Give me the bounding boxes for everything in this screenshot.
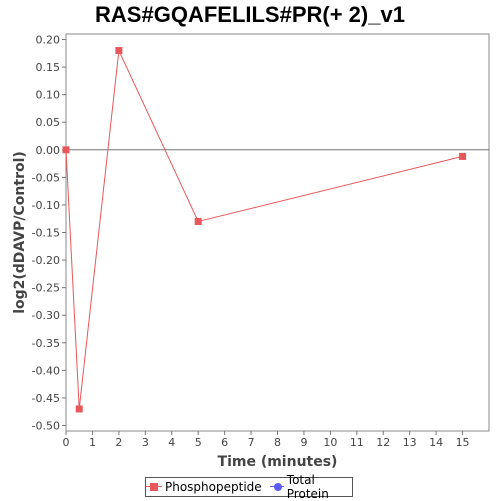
legend-item-total-protein: Total Protein <box>269 473 352 501</box>
legend-item-phosphopeptide: Phosphopeptide <box>146 480 262 494</box>
y-tick-label: 0.20 <box>36 34 61 47</box>
x-axis-label: Time (minutes) <box>218 454 338 470</box>
data-point <box>62 146 70 154</box>
y-tick-label: -0.45 <box>32 392 60 405</box>
y-tick-label: -0.40 <box>32 364 60 377</box>
data-point <box>75 405 83 413</box>
plot-area <box>65 33 490 432</box>
x-tick-label: 10 <box>323 436 337 449</box>
x-tick-label: 1 <box>89 436 96 449</box>
y-tick-label: -0.15 <box>32 227 60 240</box>
x-tick-label: 8 <box>274 436 281 449</box>
x-tick-label: 9 <box>300 436 307 449</box>
y-tick-label: -0.30 <box>32 309 60 322</box>
x-tick-label: 14 <box>429 436 443 449</box>
y-tick-label: -0.25 <box>32 282 60 295</box>
x-tick-label: 0 <box>63 436 70 449</box>
legend-label-total-protein: Total Protein <box>286 473 329 501</box>
x-tick-label: 5 <box>195 436 202 449</box>
x-tick-label: 4 <box>168 436 175 449</box>
data-point <box>115 47 123 55</box>
y-tick-label: -0.05 <box>32 171 60 184</box>
y-tick-label: -0.10 <box>32 199 60 212</box>
x-tick-label: 12 <box>376 436 390 449</box>
y-tick-label: 0.15 <box>36 61 61 74</box>
chart-title: RAS#GQAFELILS#PR(+ 2)_v1 <box>95 2 405 27</box>
x-tick-label: 7 <box>248 436 255 449</box>
x-tick-label: 3 <box>142 436 149 449</box>
y-tick-label: 0.05 <box>36 116 61 129</box>
x-tick-label: 13 <box>403 436 417 449</box>
y-tick-label: 0.10 <box>36 89 61 102</box>
y-tick-label: -0.20 <box>32 254 60 267</box>
legend-label-phosphopeptide: Phosphopeptide <box>165 480 262 494</box>
chart-legend: Phosphopeptide Total Protein <box>145 473 353 501</box>
x-tick-label: 15 <box>456 436 470 449</box>
y-tick-label: 0.00 <box>36 144 61 157</box>
x-tick-label: 11 <box>350 436 364 449</box>
data-point <box>459 152 467 160</box>
y-tick-label: -0.50 <box>32 419 60 432</box>
y-axis-label: log2(dDAVP/Control) <box>12 151 28 314</box>
x-tick-label: 6 <box>221 436 228 449</box>
x-tick-label: 2 <box>115 436 122 449</box>
legend-swatch-phosphopeptide <box>146 482 162 492</box>
legend-swatch-total-protein <box>269 482 284 492</box>
data-point <box>194 217 202 225</box>
y-tick-label: -0.35 <box>32 337 60 350</box>
